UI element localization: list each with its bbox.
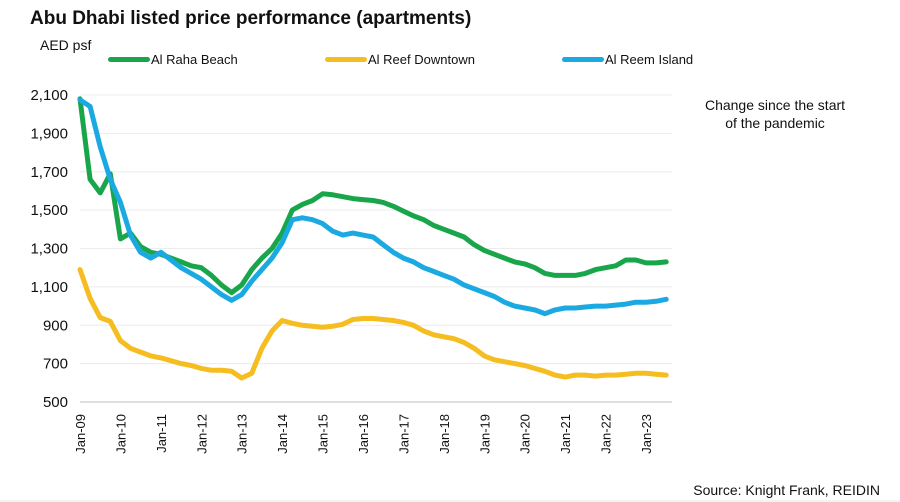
y-tick-label: 1,900 bbox=[30, 125, 68, 142]
gridlines bbox=[80, 94, 672, 365]
legend-item-al-reem-island: Al Reem Island bbox=[562, 52, 693, 67]
x-tick-label: Jan-19 bbox=[477, 414, 492, 454]
y-tick-label: 1,300 bbox=[30, 241, 68, 258]
series-line-al-raha-beach bbox=[77, 96, 669, 296]
x-tick-label: Jan-21 bbox=[558, 414, 573, 454]
legend-label: Al Reef Downtown bbox=[368, 52, 475, 67]
x-tick-label: Jan-13 bbox=[235, 414, 250, 454]
y-tick-label: 900 bbox=[43, 317, 68, 334]
legend-label: Al Raha Beach bbox=[151, 52, 238, 67]
legend-swatch-al-raha-beach bbox=[108, 57, 150, 62]
x-tick-label: Jan-22 bbox=[599, 414, 614, 454]
x-tick-label: Jan-18 bbox=[437, 414, 452, 454]
x-tick-label: Jan-10 bbox=[113, 414, 128, 454]
y-tick-label: 1,500 bbox=[30, 202, 68, 219]
legend-swatch-al-reem-island bbox=[562, 57, 604, 62]
legend-swatch-al-reef-downtown bbox=[325, 57, 367, 62]
y-tick-label: 1,100 bbox=[30, 279, 68, 296]
legend-label: Al Reem Island bbox=[605, 52, 694, 67]
chart-title: Abu Dhabi listed price performance (apar… bbox=[30, 8, 472, 29]
y-tick-label: 1,700 bbox=[30, 164, 68, 181]
source-note: Source: Knight Frank, REIDIN bbox=[693, 482, 880, 498]
legend-item-al-reef-downtown: Al Reef Downtown bbox=[325, 52, 475, 67]
series-line-al-reem-island bbox=[77, 97, 669, 317]
x-axis-ticks: Jan-09 Jan-10 Jan-11 Jan-12 Jan-13 Jan-14 Jan-… bbox=[73, 414, 654, 454]
x-tick-label: Jan-09 bbox=[73, 414, 88, 454]
legend-item-al-raha-beach: Al Raha Beach bbox=[108, 52, 238, 67]
x-tick-label: Jan-12 bbox=[194, 414, 209, 454]
x-tick-label: Jan-17 bbox=[396, 414, 411, 454]
x-tick-label: Jan-23 bbox=[639, 414, 654, 454]
x-tick-label: Jan-11 bbox=[154, 414, 169, 453]
annotation-text: Change since the start of the pandemic bbox=[704, 97, 846, 131]
x-tick-label: Jan-16 bbox=[356, 414, 371, 454]
x-tick-label: Jan-14 bbox=[275, 414, 290, 454]
y-axis-ticks: 2,100 1,900 1,700 1,500 1,300 1,100 900 700 500 bbox=[30, 87, 68, 411]
x-tick-label: Jan-15 bbox=[316, 414, 331, 454]
series-line-al-reef-downtown bbox=[77, 267, 669, 381]
y-tick-label: 500 bbox=[43, 394, 68, 411]
y-tick-label: 2,100 bbox=[30, 87, 68, 104]
series-lines bbox=[77, 96, 669, 381]
x-tick-label: Jan-20 bbox=[518, 414, 533, 454]
y-tick-label: 700 bbox=[43, 356, 68, 373]
bottom-divider bbox=[0, 500, 900, 502]
y-axis-unit-label: AED psf bbox=[40, 37, 92, 53]
